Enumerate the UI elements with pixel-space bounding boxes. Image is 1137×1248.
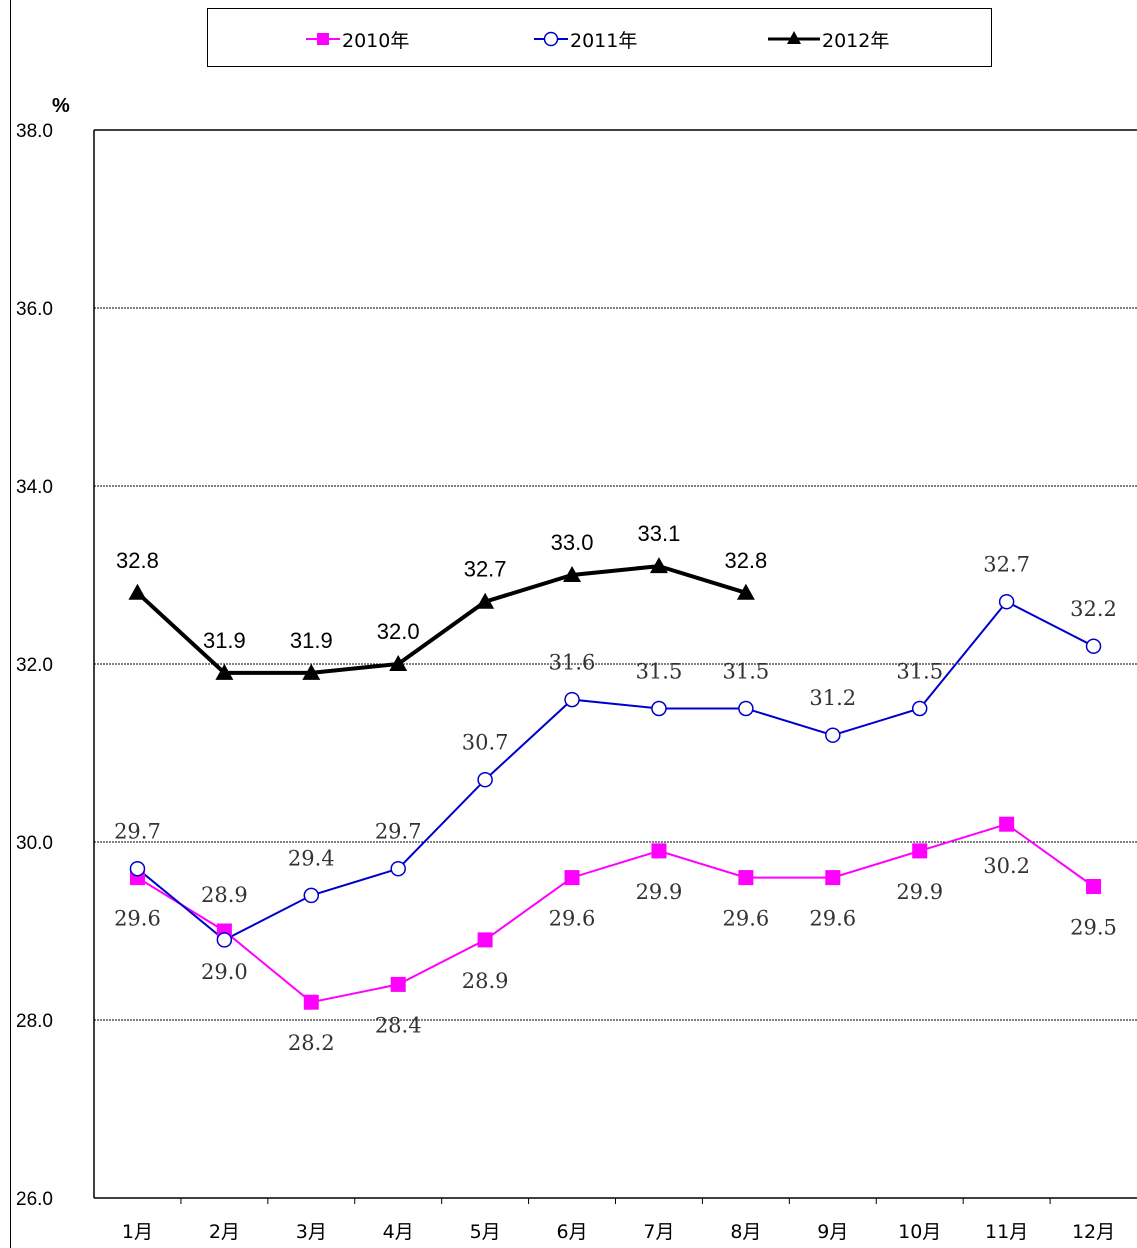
data-label-2012: 32.8 — [724, 548, 767, 573]
data-label-2011: 31.5 — [722, 660, 769, 684]
data-label-2011: 31.5 — [636, 660, 683, 684]
x-tick-label: 2月 — [209, 1221, 240, 1243]
data-label-2011: 32.7 — [983, 553, 1030, 577]
data-point-2011 — [477, 771, 493, 788]
data-label-2012: 31.9 — [203, 628, 246, 653]
x-tick-label: 9月 — [817, 1221, 848, 1243]
y-tick-label: 38.0 — [16, 121, 53, 142]
data-label-2011: 30.7 — [462, 731, 509, 755]
square-marker-icon — [306, 33, 340, 45]
data-point-2011 — [390, 860, 406, 877]
data-point-2011 — [998, 593, 1015, 610]
data-label-2010: 29.9 — [636, 880, 683, 904]
data-label-2010: 30.2 — [983, 854, 1030, 878]
data-label-2011: 31.6 — [549, 651, 596, 675]
data-point-2010 — [999, 816, 1015, 832]
data-label-2010: 29.6 — [114, 907, 161, 931]
data-point-2011 — [129, 860, 146, 877]
data-label-2010: 29.6 — [549, 907, 596, 931]
data-point-2012 — [649, 557, 668, 574]
x-tick-label: 11月 — [985, 1221, 1028, 1243]
data-point-2011 — [303, 887, 320, 904]
data-point-2010 — [303, 994, 319, 1010]
data-label-2012: 33.0 — [551, 530, 594, 555]
data-label-2011: 29.4 — [288, 846, 335, 870]
series-line-2011 — [136, 600, 1094, 942]
data-label-2012: 31.9 — [290, 628, 333, 653]
legend-label: 2012年 — [822, 29, 890, 52]
legend-item-2011: 2011年 — [534, 27, 638, 52]
data-point-2010 — [651, 843, 667, 859]
legend-item-2010: 2010年 — [306, 27, 410, 52]
y-axis-unit: % — [52, 95, 70, 117]
data-label-2010: 29.6 — [722, 907, 769, 931]
data-point-2010 — [1086, 879, 1102, 894]
data-label-2011: 32.2 — [1070, 597, 1117, 621]
x-tick-label: 1月 — [122, 1221, 153, 1243]
data-point-2012 — [128, 583, 147, 600]
data-point-2011 — [216, 932, 233, 948]
y-tick-label: 34.0 — [16, 477, 53, 498]
data-point-2012 — [215, 663, 234, 680]
data-point-2010 — [825, 870, 841, 886]
data-label-2011: 31.5 — [896, 660, 943, 684]
series-line-2010 — [136, 823, 1095, 1004]
data-point-2010 — [912, 843, 928, 859]
data-point-2010 — [564, 870, 580, 886]
data-label-2010: 29.0 — [201, 960, 248, 984]
data-point-2011 — [1085, 638, 1102, 654]
data-label-2010: 28.4 — [375, 1013, 422, 1037]
data-label-2012: 32.8 — [116, 548, 159, 573]
y-tick-label: 36.0 — [16, 299, 53, 320]
y-tick-label: 28.0 — [16, 1011, 53, 1032]
data-point-2011 — [825, 727, 841, 743]
x-tick-label: 8月 — [730, 1221, 761, 1243]
x-tick-label: 10月 — [898, 1221, 941, 1243]
data-point-2011 — [564, 691, 580, 708]
circle-marker-icon — [534, 31, 568, 47]
data-point-2012 — [476, 592, 495, 609]
data-point-2012 — [563, 566, 582, 582]
y-tick-label: 32.0 — [16, 655, 53, 676]
triangle-marker-icon — [768, 31, 820, 44]
legend-item-2012: 2012年 — [768, 27, 890, 52]
series-line-2012 — [136, 564, 747, 675]
data-label-2010: 28.2 — [288, 1031, 335, 1055]
chart-frame-left — [10, 0, 11, 1248]
legend-label: 2010年 — [342, 29, 410, 52]
data-label-2011: 29.7 — [114, 820, 161, 844]
data-label-2012: 33.1 — [638, 521, 681, 546]
data-point-2010 — [477, 932, 493, 948]
data-label-2010: 29.5 — [1070, 916, 1117, 940]
x-tick-label: 7月 — [643, 1221, 674, 1243]
legend: 2010年 2011年 2012年 — [207, 8, 992, 67]
data-point-2012 — [736, 583, 755, 600]
x-tick-label: 12月 — [1072, 1221, 1115, 1243]
x-tick-label: 3月 — [296, 1221, 327, 1243]
x-tick-label: 5月 — [470, 1221, 501, 1243]
data-label-2011: 29.7 — [375, 820, 422, 844]
data-point-2011 — [911, 700, 928, 717]
data-point-2012 — [389, 655, 408, 671]
data-label-2010: 29.9 — [896, 880, 943, 904]
x-tick-label: 4月 — [383, 1221, 414, 1243]
data-label-2012: 32.7 — [464, 557, 507, 582]
data-label-2011: 28.9 — [201, 883, 248, 907]
legend-label: 2011年 — [570, 29, 638, 52]
y-tick-label: 26.0 — [16, 1189, 53, 1210]
data-label-2010: 29.6 — [809, 907, 856, 931]
y-tick-label: 30.0 — [16, 833, 53, 854]
data-point-2010 — [390, 976, 406, 992]
data-label-2010: 28.9 — [462, 969, 509, 993]
data-point-2011 — [651, 700, 667, 717]
data-point-2012 — [302, 663, 321, 680]
data-point-2010 — [738, 870, 754, 886]
data-label-2012: 32.0 — [377, 619, 420, 644]
x-tick-label: 6月 — [556, 1221, 587, 1243]
data-label-2011: 31.2 — [809, 686, 856, 710]
data-point-2011 — [738, 700, 754, 717]
